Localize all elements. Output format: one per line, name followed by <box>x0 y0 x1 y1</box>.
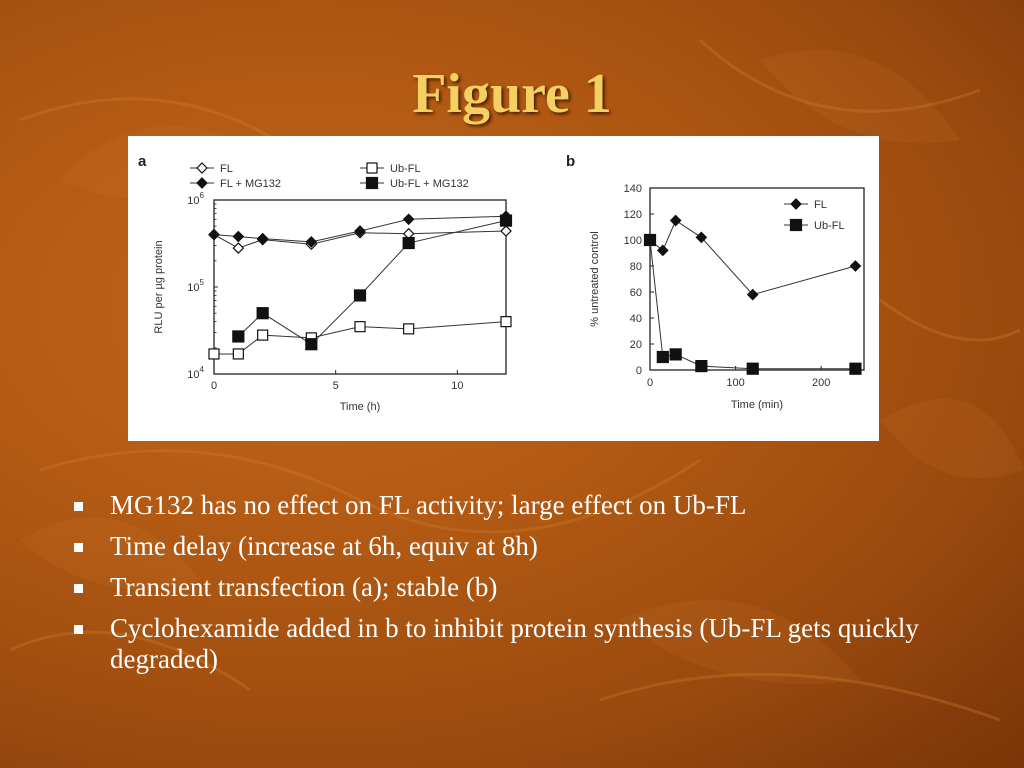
data-point-a <box>257 329 269 341</box>
panel-b-letter: b <box>566 153 575 170</box>
legend-label-a: Ub-FL + MG132 <box>390 178 469 190</box>
bullet-square-icon <box>74 625 83 634</box>
y-axis-label-a: RLU per µg protein <box>153 240 165 333</box>
data-point-a <box>403 323 415 335</box>
bullet-item: Transient transfection (a); stable (b) <box>72 572 982 603</box>
x-tick-label-b: 200 <box>812 377 830 389</box>
data-point-b <box>849 260 862 272</box>
legend-label-b: Ub-FL <box>814 220 845 232</box>
bullet-text: Transient transfection (a); stable (b) <box>110 572 498 602</box>
bullet-item: Time delay (increase at 6h, equiv at 8h) <box>72 531 982 562</box>
bullet-list: MG132 has no effect on FL activity; larg… <box>72 490 982 685</box>
legend-marker-b <box>789 218 803 232</box>
data-point-b <box>849 362 862 375</box>
bullet-text: MG132 has no effect on FL activity; larg… <box>110 490 747 520</box>
data-point-b <box>669 348 682 361</box>
x-tick-label-b: 100 <box>726 377 744 389</box>
y-tick-label-a: 104 <box>187 365 204 381</box>
legend-label-a: FL <box>220 163 233 175</box>
data-point-a <box>305 338 318 351</box>
data-point-a <box>354 321 366 333</box>
bullet-square-icon <box>74 543 83 552</box>
data-point-a <box>232 330 245 343</box>
bullet-text: Cyclohexamide added in b to inhibit prot… <box>110 613 919 674</box>
y-tick-label-b: 60 <box>630 287 642 299</box>
data-point-b <box>656 244 669 257</box>
x-tick-label-a: 10 <box>451 380 463 392</box>
data-point-b <box>695 360 708 373</box>
data-point-b <box>746 288 759 301</box>
slide-title: Figure 1 <box>412 63 612 125</box>
data-point-a <box>208 348 220 360</box>
legend-label-a: FL + MG132 <box>220 178 281 190</box>
data-point-a <box>402 213 415 226</box>
x-tick-label-a: 5 <box>333 380 339 392</box>
legend-marker-a <box>366 162 378 174</box>
bullet-item: Cyclohexamide added in b to inhibit prot… <box>72 613 982 675</box>
x-tick-label-a: 0 <box>211 380 217 392</box>
plot-frame-b <box>649 187 865 371</box>
bullet-item: MG132 has no effect on FL activity; larg… <box>72 490 982 521</box>
bullet-text: Time delay (increase at 6h, equiv at 8h) <box>110 531 538 561</box>
y-tick-label-b: 0 <box>636 365 642 377</box>
data-point-a <box>500 225 512 237</box>
y-tick-label-b: 100 <box>624 235 642 247</box>
legend-marker-a <box>196 162 208 174</box>
legend-label-a: Ub-FL <box>390 163 421 175</box>
y-tick-label-a: 106 <box>187 191 204 207</box>
y-tick-label-b: 140 <box>624 183 642 195</box>
series-line-b <box>649 239 856 370</box>
y-tick-label-b: 40 <box>630 313 642 325</box>
legend-marker-a <box>196 177 208 189</box>
y-tick-label-b: 120 <box>624 209 642 221</box>
bullet-square-icon <box>74 584 83 593</box>
legend-marker-b <box>790 198 802 210</box>
data-point-a <box>208 228 220 241</box>
data-point-a <box>232 348 244 360</box>
figure-charts: a b 0 5 10 104 105 106 Time (h) RLU per µg prot… <box>138 153 865 413</box>
data-point-a <box>256 307 269 320</box>
legend-label-b: FL <box>814 199 827 211</box>
data-point-a <box>232 242 245 254</box>
data-point-b <box>669 214 682 227</box>
data-point-a <box>500 316 512 328</box>
data-point-a <box>305 236 318 248</box>
y-axis-label-b: % untreated control <box>589 231 601 326</box>
panel-a-letter: a <box>138 153 147 170</box>
data-point-b <box>656 350 669 364</box>
data-point-a <box>256 232 269 245</box>
data-point-b <box>695 231 708 244</box>
y-tick-label-b: 80 <box>630 261 642 273</box>
bullet-square-icon <box>74 502 83 511</box>
legend-marker-a <box>365 176 379 190</box>
data-point-a <box>354 225 366 237</box>
series-line-a <box>237 220 507 345</box>
x-tick-label-b: 0 <box>647 377 653 389</box>
y-tick-label-a: 105 <box>187 278 204 294</box>
data-point-a <box>402 236 415 250</box>
x-axis-label-b: Time (min) <box>731 399 783 411</box>
data-point-a <box>353 289 367 302</box>
data-point-b <box>643 233 657 247</box>
y-tick-label-b: 20 <box>630 339 642 351</box>
data-point-a <box>232 230 245 243</box>
x-axis-label-a: Time (h) <box>340 401 381 413</box>
figure-image: a b 0 5 10 104 105 106 Time (h) RLU per µg prot… <box>128 136 879 441</box>
data-point-a <box>499 214 513 227</box>
data-point-b <box>746 362 759 375</box>
